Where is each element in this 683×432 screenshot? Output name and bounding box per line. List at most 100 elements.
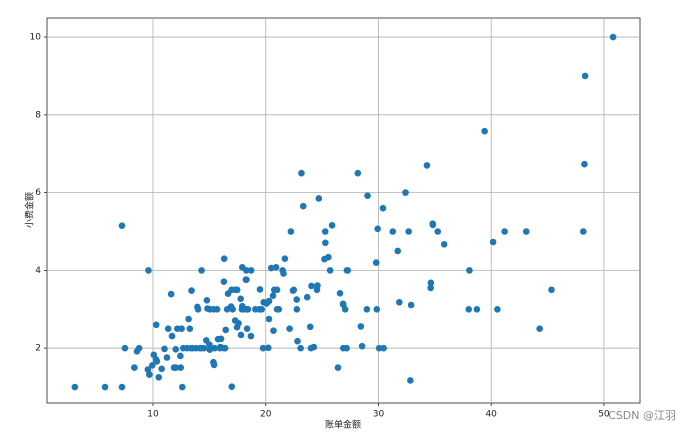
- point: [185, 315, 192, 323]
- point: [313, 286, 321, 294]
- point: [229, 305, 236, 313]
- y-tick-label: 2: [35, 344, 41, 354]
- point: [265, 344, 272, 352]
- point: [465, 305, 473, 313]
- point: [146, 371, 153, 378]
- point: [269, 292, 277, 299]
- point: [375, 344, 383, 352]
- point: [206, 346, 214, 354]
- point: [427, 279, 435, 287]
- point: [341, 305, 349, 313]
- point: [243, 267, 250, 274]
- point: [247, 332, 255, 340]
- point: [133, 347, 141, 355]
- point: [238, 305, 246, 313]
- point: [263, 300, 270, 307]
- point: [178, 383, 186, 391]
- point: [167, 290, 175, 298]
- point: [217, 335, 225, 343]
- point: [231, 317, 239, 324]
- point: [427, 284, 434, 292]
- point: [153, 357, 160, 365]
- point: [273, 305, 281, 313]
- point: [161, 345, 168, 353]
- point: [315, 195, 323, 202]
- point: [581, 72, 589, 80]
- point: [163, 354, 171, 361]
- y-axis-label: 小费金额: [24, 192, 36, 228]
- point: [286, 325, 293, 333]
- point: [170, 364, 178, 371]
- y-tick-label: 8: [35, 110, 41, 120]
- point: [168, 332, 176, 340]
- x-tick-label: 20: [260, 410, 272, 420]
- point: [339, 300, 347, 308]
- point: [196, 344, 204, 352]
- points: [71, 33, 617, 391]
- point: [489, 238, 497, 246]
- point: [407, 377, 414, 384]
- point: [270, 286, 278, 294]
- point: [303, 293, 311, 301]
- point: [210, 358, 217, 366]
- point: [339, 344, 347, 352]
- point: [344, 267, 352, 274]
- point: [252, 305, 259, 313]
- point: [144, 366, 152, 373]
- y-tick-label: 4: [35, 266, 41, 276]
- point: [172, 346, 180, 353]
- point: [247, 267, 255, 274]
- point: [203, 297, 211, 304]
- point: [221, 344, 229, 352]
- y-tick-label: 6: [35, 188, 41, 198]
- point: [71, 383, 79, 391]
- point: [358, 342, 366, 350]
- point: [242, 276, 250, 284]
- point: [298, 169, 305, 177]
- point: [394, 247, 402, 255]
- point: [164, 325, 172, 333]
- point: [423, 162, 431, 169]
- point: [222, 326, 229, 334]
- point: [220, 278, 228, 285]
- point: [389, 228, 397, 235]
- point: [121, 344, 129, 352]
- point: [321, 255, 328, 263]
- point: [379, 204, 387, 212]
- plot-frame: [46, 17, 641, 404]
- point: [328, 221, 336, 229]
- point: [396, 298, 403, 306]
- point: [174, 325, 181, 333]
- point: [322, 239, 329, 247]
- point: [473, 305, 481, 313]
- point: [186, 325, 194, 333]
- point: [148, 361, 156, 369]
- point: [294, 337, 301, 345]
- point: [336, 290, 344, 297]
- point: [216, 344, 224, 352]
- point: [267, 264, 275, 272]
- point: [306, 323, 314, 331]
- point: [223, 305, 231, 313]
- point: [152, 321, 160, 329]
- point: [256, 286, 264, 293]
- point: [334, 364, 342, 371]
- x-tick-label: 10: [147, 410, 159, 420]
- point: [581, 160, 588, 168]
- point: [213, 305, 221, 313]
- point: [259, 344, 267, 352]
- point: [407, 301, 415, 309]
- point: [287, 228, 295, 235]
- point: [279, 267, 286, 274]
- watermark: CSDN @江羽: [608, 409, 676, 422]
- point: [299, 202, 307, 210]
- point: [357, 323, 365, 330]
- point: [194, 305, 202, 313]
- point: [289, 287, 297, 294]
- point: [131, 364, 138, 371]
- point: [297, 344, 304, 352]
- point: [307, 344, 315, 352]
- point: [364, 192, 371, 200]
- point: [354, 169, 362, 177]
- point: [293, 305, 301, 313]
